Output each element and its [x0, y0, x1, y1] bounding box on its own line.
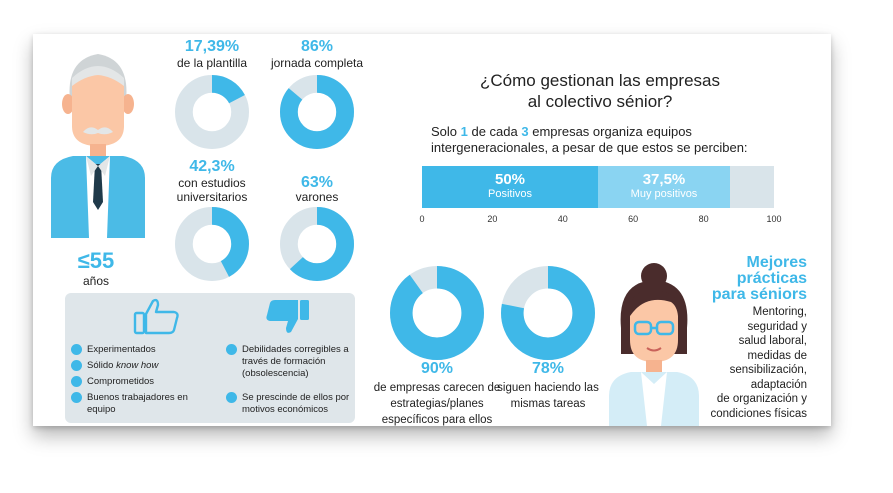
no-strategy-donut — [389, 265, 485, 361]
full-time-label: jornada completa — [270, 56, 364, 70]
main-title: ¿Cómo gestionan las empresas al colectiv… — [479, 71, 720, 111]
staff-share-label: de la plantilla — [176, 56, 248, 70]
senior-man-illustration — [51, 54, 145, 238]
strength-item: Experimentados — [87, 344, 156, 355]
full-time-donut — [279, 74, 355, 150]
full-time-value: 86% — [300, 38, 334, 55]
male-label: varones — [295, 190, 339, 204]
axis-tick-label: 40 — [557, 214, 568, 224]
strength-item: Sólido know how — [87, 360, 159, 371]
thumbs-up-icon — [133, 298, 179, 335]
no-strategy-value: 90% — [420, 360, 454, 377]
bar-intro-text: Solo 1 de cada 3 empresas organiza equip… — [431, 124, 748, 155]
donut-slice — [174, 74, 250, 150]
bar-segment-very-positive — [598, 166, 730, 208]
no-strategy-label: de empresas carecen de estrategias/plane… — [373, 382, 501, 426]
university-donut — [174, 206, 250, 282]
infographic-card: ≤55 años 17,39% de la plantilla 86% jorn… — [33, 34, 831, 426]
same-tasks-label: siguen haciendo las mismas tareas — [497, 382, 599, 410]
best-practices-title: Mejores prácticas para séniors — [711, 254, 807, 303]
staff-share-value: 17,39% — [184, 38, 240, 55]
bar-segment-positive — [422, 166, 598, 208]
senior-woman-illustration — [609, 263, 699, 426]
age-value: ≤55 — [77, 248, 115, 273]
weakness-item: Se prescinde de ellos por motivos económ… — [242, 392, 350, 415]
strength-item: Buenos trabajadores en equipo — [87, 392, 188, 415]
donut-slice — [389, 265, 485, 361]
university-value: 42,3% — [189, 158, 235, 175]
university-label: con estudios universitarios — [176, 176, 248, 204]
bar-label-positive: 50% Positivos — [487, 171, 533, 200]
donut-slice — [279, 74, 355, 150]
bar-label-very-positive: 37,5% Muy positivos — [630, 171, 698, 200]
same-tasks-donut — [500, 265, 596, 361]
axis-tick-label: 20 — [487, 214, 498, 224]
age-label: años — [82, 274, 110, 288]
strengths-weaknesses-panel: Experimentados Sólido know how Compromet… — [65, 293, 355, 423]
donut-slice — [279, 206, 355, 282]
staff-share-donut — [174, 74, 250, 150]
stacked-bar-chart — [422, 166, 774, 208]
donut-slice — [174, 206, 250, 282]
axis-tick-label: 60 — [628, 214, 639, 224]
axis-tick-label: 100 — [766, 214, 782, 224]
axis-tick-label: 0 — [419, 214, 425, 224]
best-practices-text: Mentoring, seguridad y salud laboral, me… — [710, 306, 807, 420]
strength-item: Comprometidos — [87, 376, 155, 387]
male-donut — [279, 206, 355, 282]
same-tasks-value: 78% — [531, 360, 565, 377]
thumbs-down-icon — [266, 300, 309, 333]
male-value: 63% — [300, 174, 334, 191]
weakness-item: Debilidades corregibles a través de form… — [242, 344, 349, 379]
donut-slice — [500, 265, 596, 361]
axis-tick-label: 80 — [698, 214, 709, 224]
